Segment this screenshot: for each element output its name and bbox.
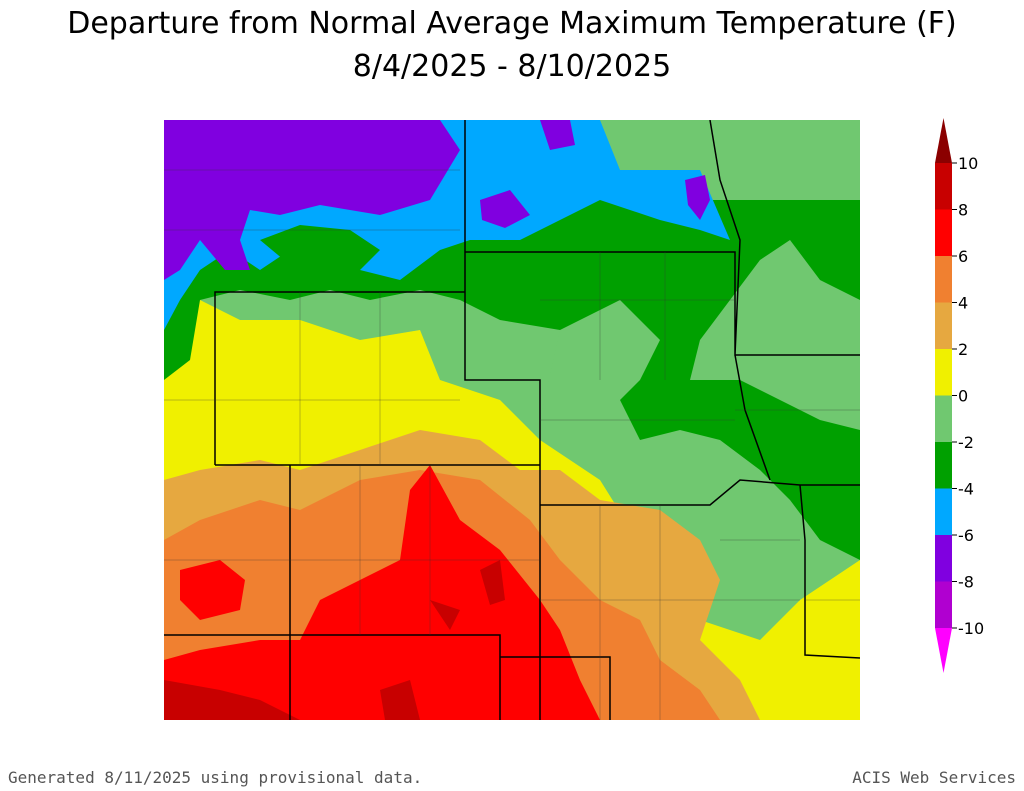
subtitle: 8/4/2025 - 8/10/2025 bbox=[353, 49, 671, 84]
region-very-cold-2 bbox=[480, 120, 710, 228]
map bbox=[164, 120, 860, 720]
region-cool-2 bbox=[260, 225, 380, 275]
colorbar-label: 2 bbox=[958, 340, 968, 359]
footer-left: Generated 8/11/2025 using provisional da… bbox=[8, 768, 422, 787]
colorbar-label: 6 bbox=[958, 247, 968, 266]
colorbar-segment bbox=[935, 349, 952, 396]
colorbar-segment bbox=[935, 395, 952, 442]
colorbar-segment bbox=[935, 163, 952, 210]
region-very-cold bbox=[164, 120, 460, 280]
colorbar-segment bbox=[935, 302, 952, 349]
colorbar-bottom-arrow bbox=[935, 628, 952, 673]
colorbar-segment bbox=[935, 209, 952, 256]
colorbar-label: 8 bbox=[958, 201, 968, 220]
colorbar-label: 0 bbox=[958, 387, 968, 406]
region-hottest bbox=[164, 560, 505, 720]
colorbar-label: 4 bbox=[958, 294, 968, 313]
colorbar-label: -4 bbox=[958, 480, 974, 499]
colorbar-segment bbox=[935, 581, 952, 628]
colorbar-segment bbox=[935, 488, 952, 535]
title: Departure from Normal Average Maximum Te… bbox=[67, 6, 957, 41]
colorbar-segment bbox=[935, 256, 952, 303]
colorbar-label: 10 bbox=[958, 154, 978, 173]
state-borders bbox=[164, 120, 860, 720]
colorbar-label: -10 bbox=[958, 619, 984, 638]
colorbar-top-arrow bbox=[935, 118, 952, 163]
colorbar-segment bbox=[935, 535, 952, 582]
colorbar: 10 8 6 4 2 0 -2 -4 -6 -8 -10 bbox=[935, 118, 984, 673]
footer-right: ACIS Web Services bbox=[852, 768, 1016, 787]
region-hot bbox=[164, 465, 600, 720]
colorbar-label: -8 bbox=[958, 573, 974, 592]
region-cool bbox=[164, 200, 860, 560]
colorbar-label: -2 bbox=[958, 433, 974, 452]
county-lines bbox=[164, 169, 860, 720]
colorbar-label: -6 bbox=[958, 526, 974, 545]
colorbar-segment bbox=[935, 442, 952, 489]
